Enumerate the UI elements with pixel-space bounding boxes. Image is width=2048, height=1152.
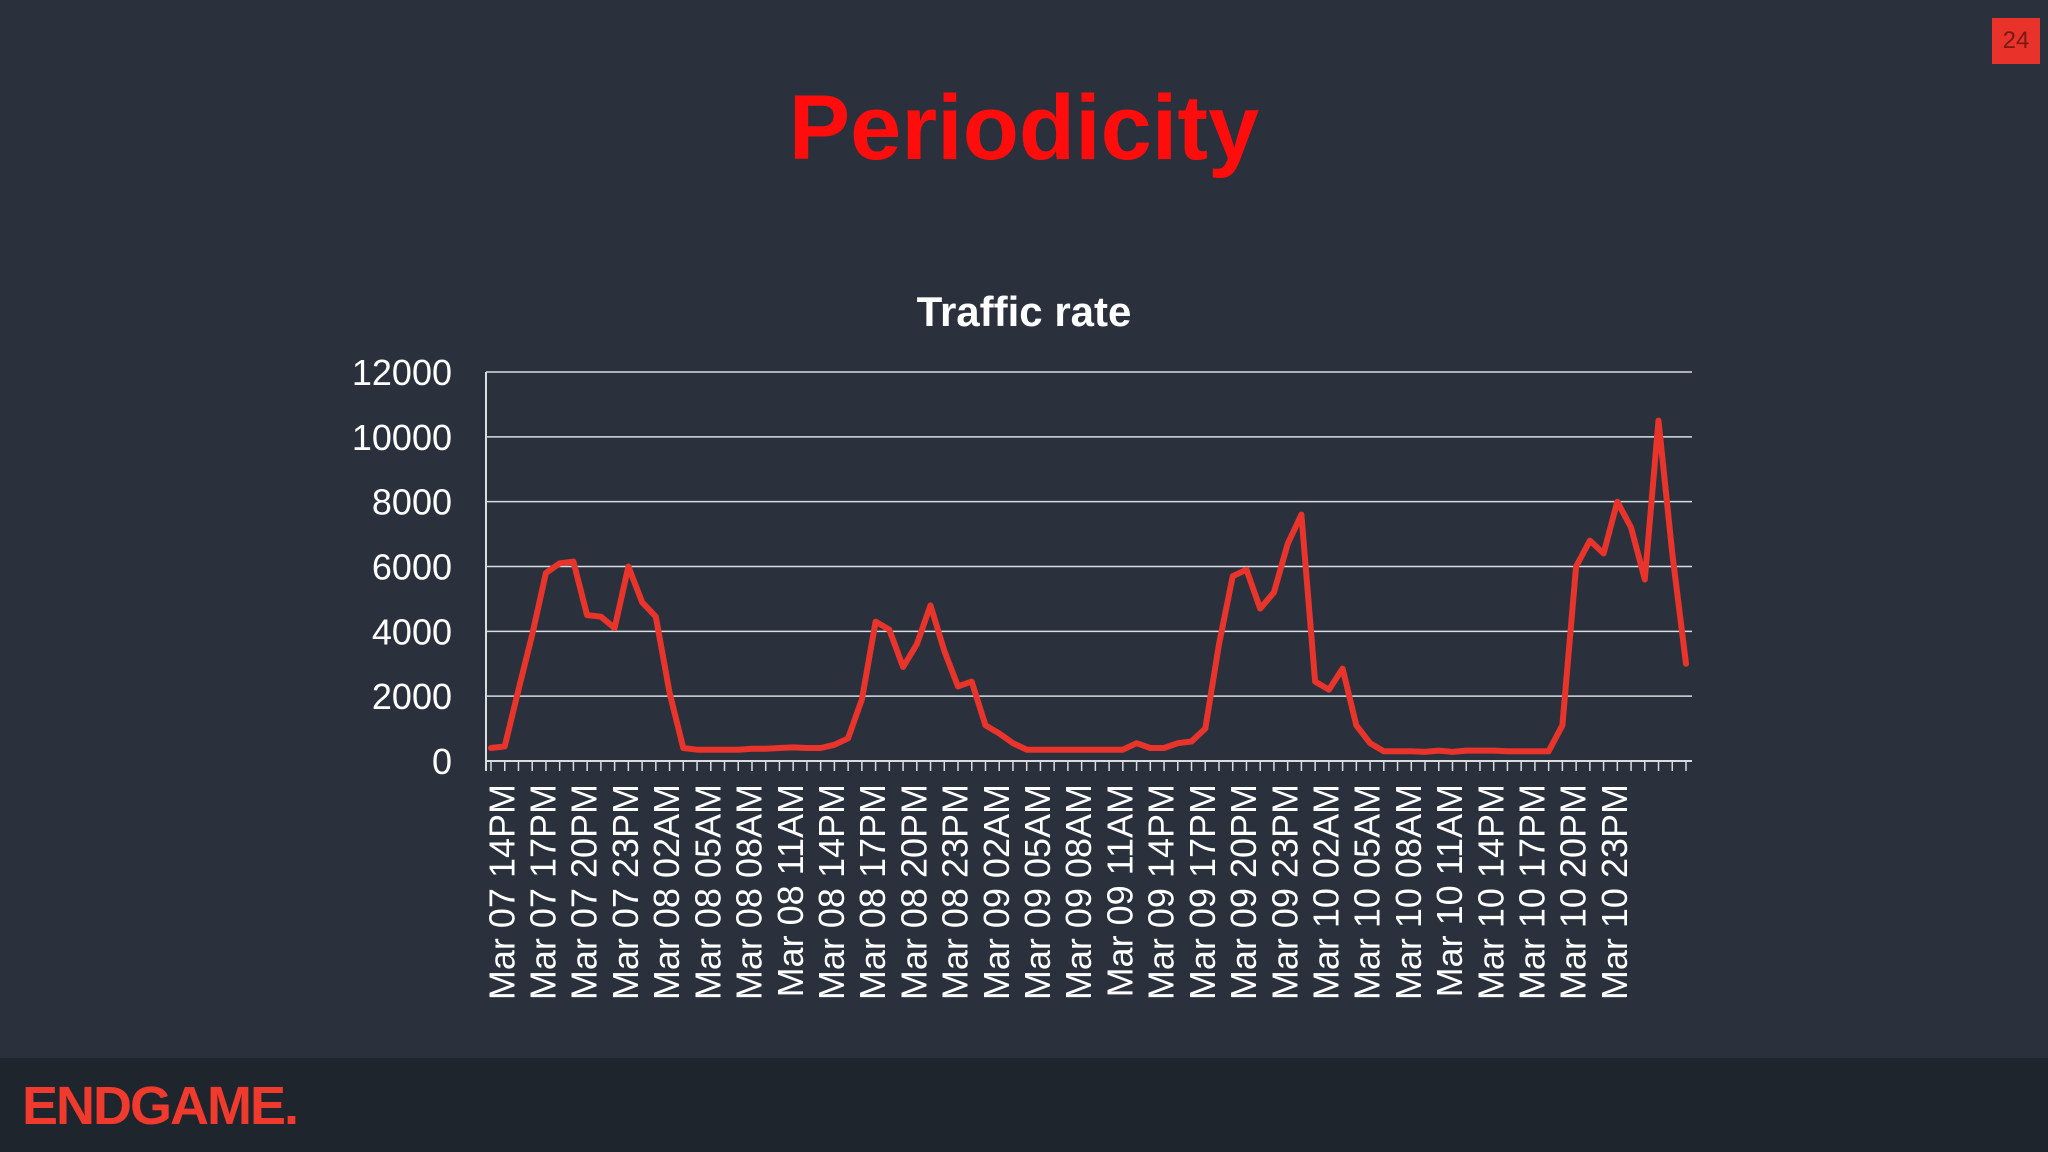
y-tick-label: 6000 [372,547,452,588]
x-tick-label: Mar 08 05AM [687,784,728,1000]
x-tick-label: Mar 07 14PM [481,784,522,1000]
x-tick-label: Mar 08 20PM [893,784,934,1000]
x-tick-label: Mar 09 20PM [1223,784,1264,1000]
x-tick-label: Mar 09 02AM [976,784,1017,1000]
x-tick-label: Mar 09 05AM [1017,784,1058,1000]
x-tick-label: Mar 09 14PM [1141,784,1182,1000]
x-tick-label: Mar 07 20PM [564,784,605,1000]
x-tick-label: Mar 10 23PM [1594,784,1635,1000]
x-tick-label: Mar 08 14PM [811,784,852,1000]
x-tick-label: Mar 08 23PM [935,784,976,1000]
chart-gridlines [486,371,1692,697]
x-tick-label: Mar 10 02AM [1305,784,1346,1000]
y-tick-label: 4000 [372,611,452,652]
x-tick-label: Mar 10 08AM [1388,784,1429,1000]
y-tick-label: 2000 [372,676,452,717]
chart-series-layer [488,417,1689,755]
x-tick-label: Mar 09 23PM [1264,784,1305,1000]
x-tick-label: Mar 08 11AM [770,784,811,997]
y-tick-label: 12000 [352,352,452,393]
x-tick-label: Mar 09 17PM [1182,784,1223,1000]
chart-title: Traffic rate [917,288,1132,335]
x-tick-label: Mar 10 20PM [1553,784,1594,1000]
slide-number-badge: 24 [1992,18,2040,64]
y-axis-tick-labels: 0 2000 4000 6000 8000 10000 12000 [352,352,452,782]
y-tick-label: 0 [432,741,452,782]
chart-axes [485,372,1692,771]
traffic-rate-line [488,417,1689,755]
x-tick-label: Mar 10 14PM [1470,784,1511,1000]
x-tick-label: Mar 08 02AM [646,784,687,1000]
x-tick-label: Mar 10 05AM [1347,784,1388,1000]
footer-bar: ENDGAME. [0,1058,2048,1152]
y-tick-label: 8000 [372,482,452,523]
x-tick-label: Mar 09 11AM [1099,784,1140,997]
x-tick-label: Mar 08 17PM [852,784,893,1000]
x-tick-label: Mar 10 17PM [1512,784,1553,1000]
x-axis-tick-labels: Mar 07 14PM Mar 07 17PM Mar 07 20PM Mar 07 … [481,784,1635,1000]
x-tick-label: Mar 07 17PM [523,784,564,1000]
x-tick-label: Mar 10 11AM [1429,784,1470,997]
slide-title: Periodicity [788,77,1260,179]
x-tick-label: Mar 08 08AM [729,784,770,1000]
endgame-logo: ENDGAME. [22,1076,299,1136]
x-tick-label: Mar 09 08AM [1058,784,1099,1000]
x-tick-label: Mar 07 23PM [605,784,646,1000]
y-tick-label: 10000 [352,417,452,458]
